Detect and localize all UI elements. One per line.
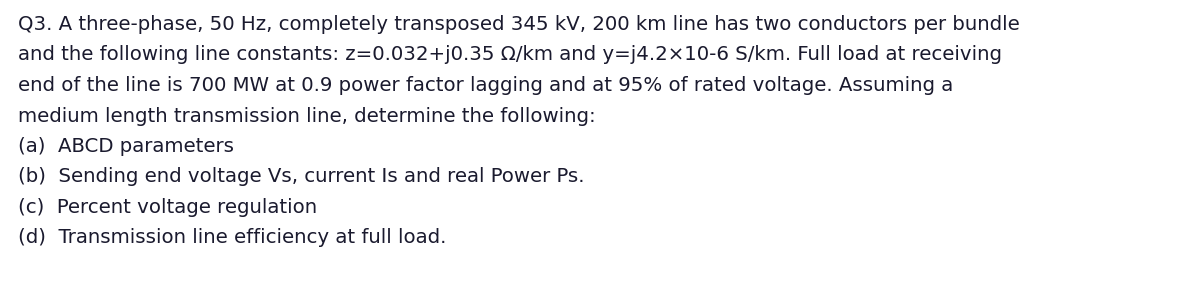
Text: (a)  ABCD parameters: (a) ABCD parameters [18, 137, 234, 156]
Text: (c)  Percent voltage regulation: (c) Percent voltage regulation [18, 198, 317, 217]
Text: (b)  Sending end voltage Vs, current Is and real Power Ps.: (b) Sending end voltage Vs, current Is a… [18, 168, 584, 186]
Text: Q3. A three-phase, 50 Hz, completely transposed 345 kV, 200 km line has two cond: Q3. A three-phase, 50 Hz, completely tra… [18, 15, 1020, 34]
Text: (d)  Transmission line efficiency at full load.: (d) Transmission line efficiency at full… [18, 229, 446, 247]
Text: and the following line constants: z=0.032+j0.35 Ω/km and y=j4.2×10-6 S/km. Full : and the following line constants: z=0.03… [18, 46, 1002, 64]
Text: end of the line is 700 MW at 0.9 power factor lagging and at 95% of rated voltag: end of the line is 700 MW at 0.9 power f… [18, 76, 953, 95]
Text: medium length transmission line, determine the following:: medium length transmission line, determi… [18, 106, 595, 126]
